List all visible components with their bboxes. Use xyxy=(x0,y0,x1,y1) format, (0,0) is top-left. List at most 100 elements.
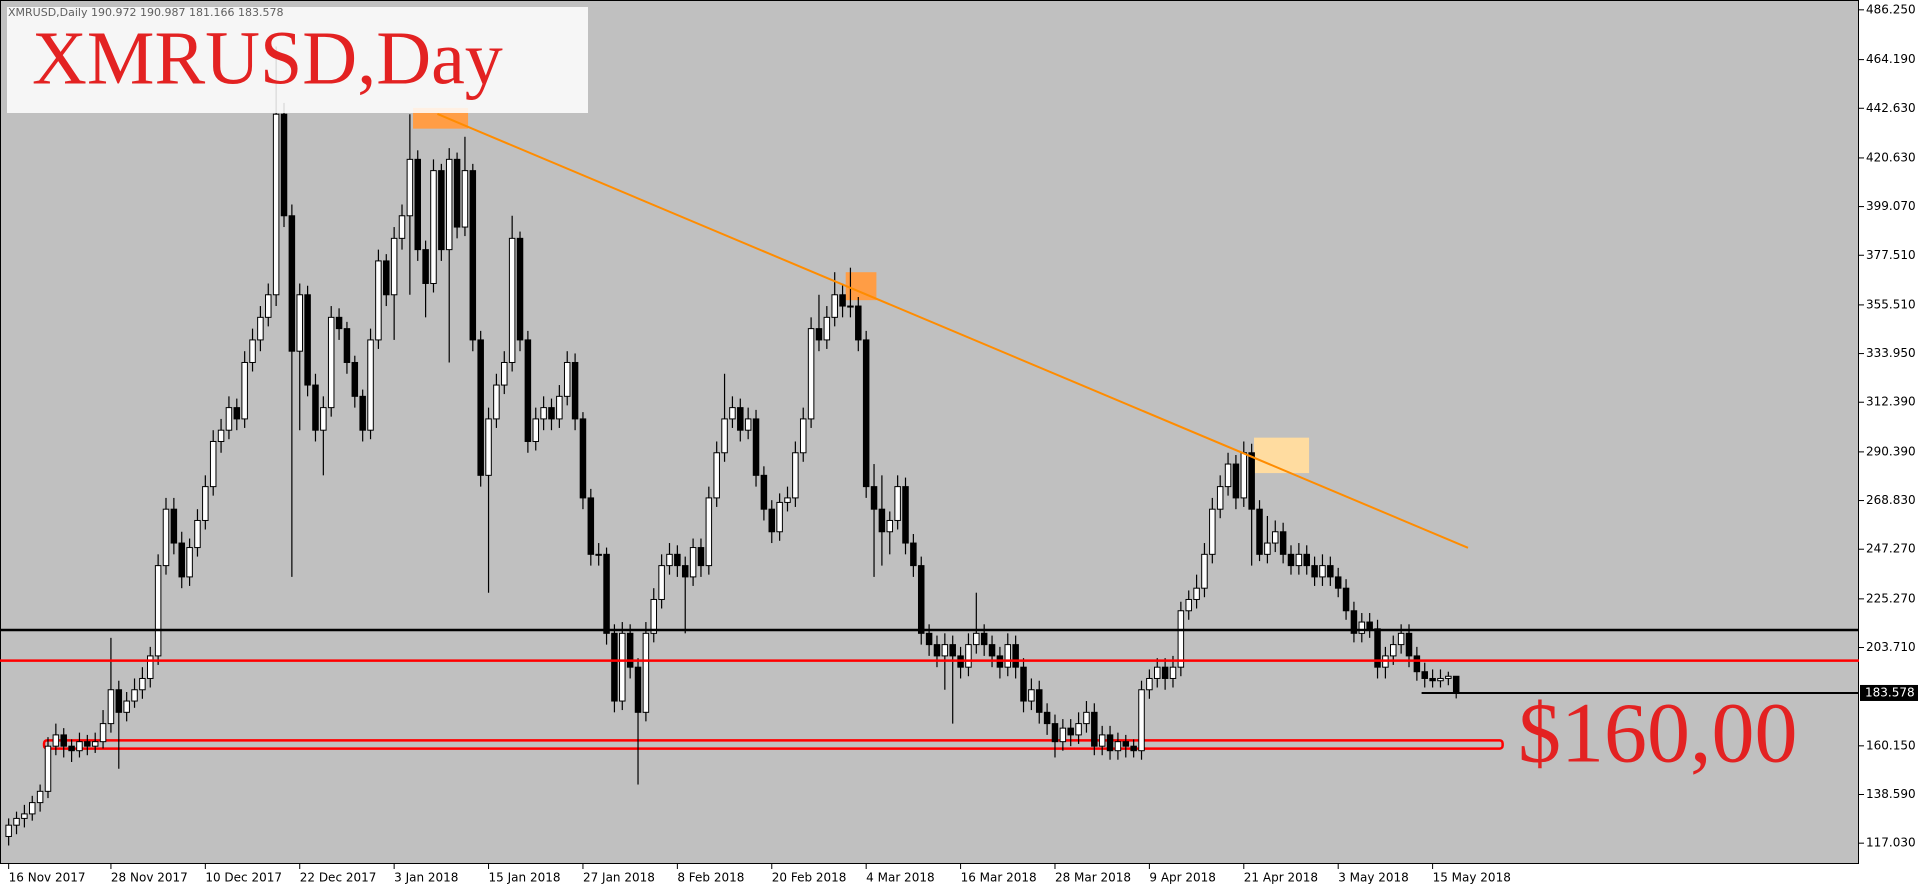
candle-body xyxy=(131,689,138,702)
candle-body xyxy=(1185,598,1192,612)
candle-body xyxy=(1106,734,1114,752)
y-tick-label: 268.830 xyxy=(1866,493,1916,507)
y-tick-label: 117.030 xyxy=(1866,836,1916,850)
candle-body xyxy=(737,407,744,431)
candle-body xyxy=(209,440,217,488)
x-tick-label: 15 May 2018 xyxy=(1433,871,1511,885)
candle-body xyxy=(634,666,642,713)
candle-body xyxy=(367,339,374,431)
candle-body xyxy=(44,745,52,792)
candle-body xyxy=(886,519,894,533)
candle-body xyxy=(1413,655,1421,673)
candle-body xyxy=(1248,452,1255,510)
candle-body xyxy=(894,486,901,521)
candle-body xyxy=(21,813,28,819)
candle-body xyxy=(524,339,532,442)
candle-body xyxy=(799,418,807,454)
candle-body xyxy=(485,418,492,476)
candle-body xyxy=(949,644,956,657)
candle-body xyxy=(611,632,618,702)
candle-body xyxy=(1397,632,1405,646)
candle-body xyxy=(1445,675,1452,679)
x-tick-label: 28 Nov 2017 xyxy=(111,871,188,885)
candle-body xyxy=(792,452,799,499)
y-tick-label: 399.070 xyxy=(1866,199,1916,213)
candle-body xyxy=(1020,666,1027,702)
candle-body xyxy=(1437,677,1444,682)
candle-body xyxy=(744,418,752,431)
y-tick-label: 442.630 xyxy=(1866,101,1916,115)
candle-body xyxy=(453,158,461,228)
x-tick-label: 16 Mar 2018 xyxy=(961,871,1037,885)
candle-body xyxy=(508,237,516,363)
candle-body xyxy=(1114,741,1122,752)
candle-body xyxy=(548,407,555,420)
candle-body xyxy=(1421,671,1428,679)
candle-body xyxy=(642,632,650,713)
candle-body xyxy=(925,632,933,646)
marks xyxy=(0,46,1859,846)
candle-body xyxy=(178,542,185,578)
candle-body xyxy=(249,339,256,363)
candle-body xyxy=(784,497,791,503)
candle-body xyxy=(422,249,429,284)
candle-body xyxy=(1146,677,1153,691)
y-tick-label: 290.390 xyxy=(1866,444,1916,458)
candle-body xyxy=(516,237,524,341)
candle-body xyxy=(115,689,123,713)
candle-body xyxy=(831,294,838,318)
candle-body xyxy=(1051,723,1059,743)
annotation: $160,00 xyxy=(1518,685,1798,781)
candle-body xyxy=(681,565,689,578)
candle-body xyxy=(162,508,170,567)
candle-body xyxy=(650,598,658,634)
candle-body xyxy=(1350,610,1358,634)
y-tick-label: 160.150 xyxy=(1866,738,1916,752)
candle-body xyxy=(1059,727,1067,743)
x-tick-label: 3 May 2018 xyxy=(1338,871,1409,885)
candle-body xyxy=(1075,723,1082,736)
x-tick-label: 3 Jan 2018 xyxy=(394,871,458,885)
candle-body xyxy=(320,407,327,431)
x-tick-label: 16 Nov 2017 xyxy=(9,871,86,885)
candle-body xyxy=(980,632,988,646)
candle-body xyxy=(776,501,783,533)
candle-body xyxy=(272,113,280,296)
candle-body xyxy=(1067,727,1074,736)
candle-body xyxy=(689,547,697,578)
candle-body xyxy=(1240,452,1248,499)
candle-body xyxy=(674,553,681,567)
candle-body xyxy=(1390,644,1397,657)
candle-body xyxy=(1193,587,1200,600)
candle-body xyxy=(721,418,728,454)
candle-body xyxy=(563,361,571,397)
candle-body xyxy=(477,339,484,476)
candle-body xyxy=(1358,621,1366,634)
y-tick-label: 138.590 xyxy=(1866,787,1916,801)
candle-body xyxy=(99,723,107,743)
candle-body xyxy=(241,361,248,420)
candle-body xyxy=(1216,486,1224,510)
candle-body xyxy=(571,361,579,420)
x-tick-label: 9 Apr 2018 xyxy=(1149,871,1216,885)
candle-body xyxy=(933,644,941,657)
candle-body xyxy=(815,328,823,341)
candle-body xyxy=(1405,632,1413,657)
candle-body xyxy=(729,407,736,420)
candle-body xyxy=(1098,734,1106,747)
candle-body xyxy=(29,802,36,815)
candle-body xyxy=(296,294,303,352)
candle-body xyxy=(139,677,146,691)
candle-body xyxy=(501,361,508,386)
y-tick-label: 247.270 xyxy=(1866,542,1916,556)
candle-body xyxy=(288,215,296,352)
x-tick-label: 28 Mar 2018 xyxy=(1055,871,1131,885)
candle-body xyxy=(1043,711,1051,725)
candle-body xyxy=(768,508,776,533)
candle-body xyxy=(335,316,343,330)
candle-body xyxy=(1295,553,1303,567)
candle-body xyxy=(1209,508,1216,555)
candle-body xyxy=(973,632,980,646)
